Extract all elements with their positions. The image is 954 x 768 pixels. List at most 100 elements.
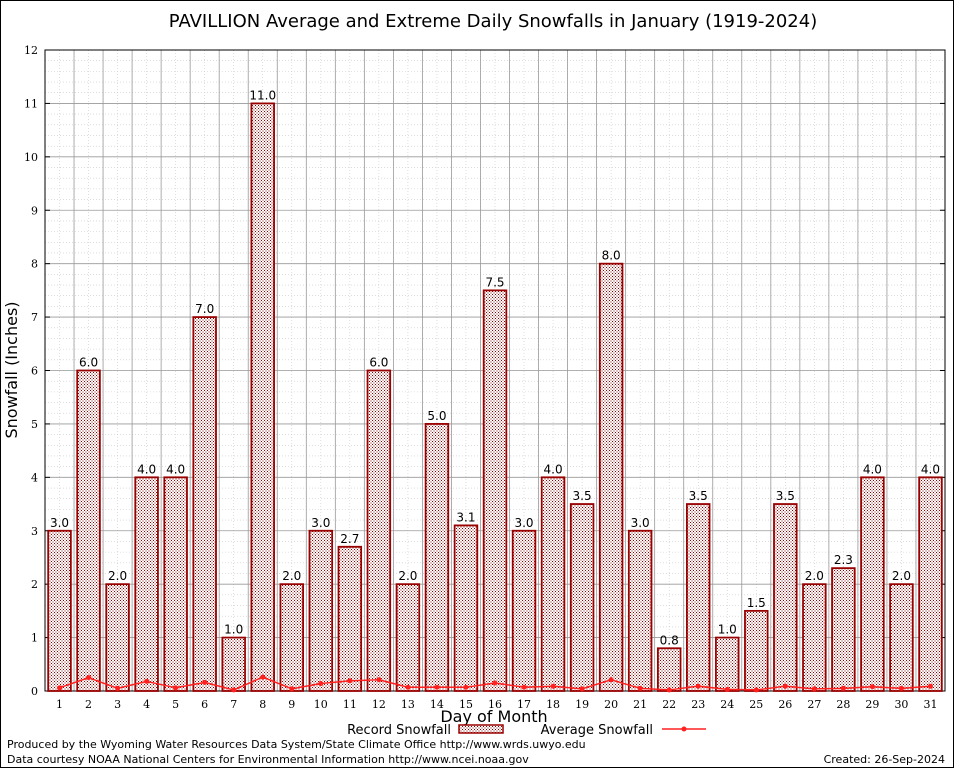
y-tick-label: 10 bbox=[24, 151, 38, 164]
legend: Record Snowfall Average Snowfall bbox=[347, 723, 706, 738]
record-bar-label: 6.0 bbox=[79, 356, 98, 370]
x-tick-label: 7 bbox=[230, 698, 237, 711]
average-point bbox=[260, 674, 266, 680]
record-bar-label: 8.0 bbox=[602, 249, 621, 263]
x-tick-label: 13 bbox=[401, 698, 415, 711]
x-tick-label: 24 bbox=[720, 698, 734, 711]
x-tick-label: 15 bbox=[459, 698, 473, 711]
record-bar-label: 0.8 bbox=[660, 633, 679, 647]
footer-created: Created: 26-Sep-2024 bbox=[824, 753, 945, 766]
legend-record-swatch bbox=[458, 724, 504, 734]
x-tick-label: 21 bbox=[633, 698, 647, 711]
legend-record-label: Record Snowfall bbox=[347, 723, 451, 738]
record-bar bbox=[569, 503, 595, 692]
record-bar-label: 4.0 bbox=[544, 462, 563, 476]
average-point bbox=[811, 686, 817, 692]
record-bar bbox=[76, 369, 101, 692]
x-tick-label: 4 bbox=[143, 698, 150, 711]
average-point bbox=[434, 684, 440, 690]
record-bar bbox=[279, 583, 304, 692]
record-bar bbox=[802, 583, 827, 692]
record-bar-label: 2.0 bbox=[108, 569, 127, 583]
record-bars: 3.0 6.0 2.0 4.0 4.0 7.0 1.0 11.0 2.0 3.0 2.7 6.0 2.0… bbox=[47, 88, 943, 692]
record-bar bbox=[511, 529, 537, 692]
legend-average-label: Average Snowfall bbox=[541, 723, 653, 738]
average-point bbox=[289, 686, 295, 692]
x-tick-label: 2 bbox=[85, 698, 92, 711]
record-bar-label: 3.5 bbox=[573, 489, 592, 503]
y-tick-label: 4 bbox=[31, 471, 38, 484]
record-bar bbox=[656, 647, 682, 692]
record-bar-label: 6.0 bbox=[369, 356, 388, 370]
average-point bbox=[695, 683, 701, 689]
record-bar-label: 2.0 bbox=[282, 569, 301, 583]
x-tick-label: 12 bbox=[372, 698, 386, 711]
x-tick-label: 3 bbox=[114, 698, 121, 711]
record-bar bbox=[773, 503, 798, 692]
average-point bbox=[318, 681, 324, 687]
record-bar-label: 2.3 bbox=[834, 553, 853, 567]
x-tick-label: 1 bbox=[56, 698, 63, 711]
record-bar bbox=[744, 609, 769, 692]
average-point bbox=[637, 685, 643, 691]
record-bar bbox=[424, 423, 450, 692]
average-point bbox=[144, 678, 150, 684]
average-point bbox=[666, 687, 672, 693]
average-point bbox=[86, 675, 92, 681]
record-bar bbox=[889, 583, 914, 692]
average-point bbox=[231, 687, 237, 693]
record-bar-label: 3.0 bbox=[631, 516, 650, 530]
record-bar-label: 2.0 bbox=[398, 569, 417, 583]
footer-producer: Produced by the Wyoming Water Resources … bbox=[7, 738, 586, 751]
legend-average-marker bbox=[681, 726, 687, 732]
x-tick-label: 19 bbox=[575, 698, 589, 711]
x-tick-label: 6 bbox=[201, 698, 208, 711]
y-tick-label: 11 bbox=[24, 97, 38, 110]
y-tick-label: 6 bbox=[31, 365, 38, 378]
x-tick-label: 26 bbox=[778, 698, 792, 711]
average-point bbox=[521, 684, 527, 690]
record-bar-label: 2.7 bbox=[340, 532, 359, 546]
record-bar bbox=[134, 476, 159, 692]
average-point bbox=[840, 685, 846, 691]
x-tick-label: 10 bbox=[314, 698, 328, 711]
record-bar-label: 7.0 bbox=[195, 302, 214, 316]
record-bar bbox=[337, 545, 363, 692]
record-bar-label: 3.5 bbox=[689, 489, 708, 503]
x-tick-label: 31 bbox=[923, 698, 937, 711]
average-point bbox=[927, 683, 933, 689]
average-point bbox=[753, 687, 759, 693]
record-bar bbox=[250, 102, 275, 692]
record-bar-label: 1.0 bbox=[718, 623, 737, 637]
record-bar-label: 4.0 bbox=[921, 462, 940, 476]
average-point bbox=[898, 685, 904, 691]
record-bar-label: 4.0 bbox=[863, 462, 882, 476]
x-tick-label: 17 bbox=[517, 698, 531, 711]
x-tick-label: 28 bbox=[836, 698, 850, 711]
average-point bbox=[463, 684, 469, 690]
x-tick-label: 27 bbox=[807, 698, 821, 711]
x-tick-label: 16 bbox=[488, 698, 502, 711]
x-tick-label: 5 bbox=[172, 698, 179, 711]
average-point bbox=[608, 677, 614, 683]
record-bar bbox=[192, 316, 217, 692]
x-tick-label: 22 bbox=[662, 698, 676, 711]
record-bar bbox=[918, 476, 943, 692]
x-tick-label: 29 bbox=[865, 698, 879, 711]
average-point bbox=[579, 686, 585, 692]
record-bar bbox=[308, 529, 334, 692]
average-point bbox=[115, 685, 121, 691]
record-bar-label: 1.5 bbox=[747, 596, 766, 610]
average-point bbox=[724, 686, 730, 692]
x-tick-label: 23 bbox=[691, 698, 705, 711]
average-point bbox=[405, 684, 411, 690]
chart-title: PAVILLION Average and Extreme Daily Snow… bbox=[169, 11, 817, 32]
x-tick-label: 18 bbox=[546, 698, 560, 711]
record-bar bbox=[453, 524, 479, 692]
record-bar bbox=[540, 476, 566, 692]
average-point bbox=[550, 683, 556, 689]
record-bar-label: 11.0 bbox=[249, 88, 276, 102]
y-tick-label: 12 bbox=[24, 44, 38, 57]
record-bar-label: 7.5 bbox=[485, 275, 504, 289]
